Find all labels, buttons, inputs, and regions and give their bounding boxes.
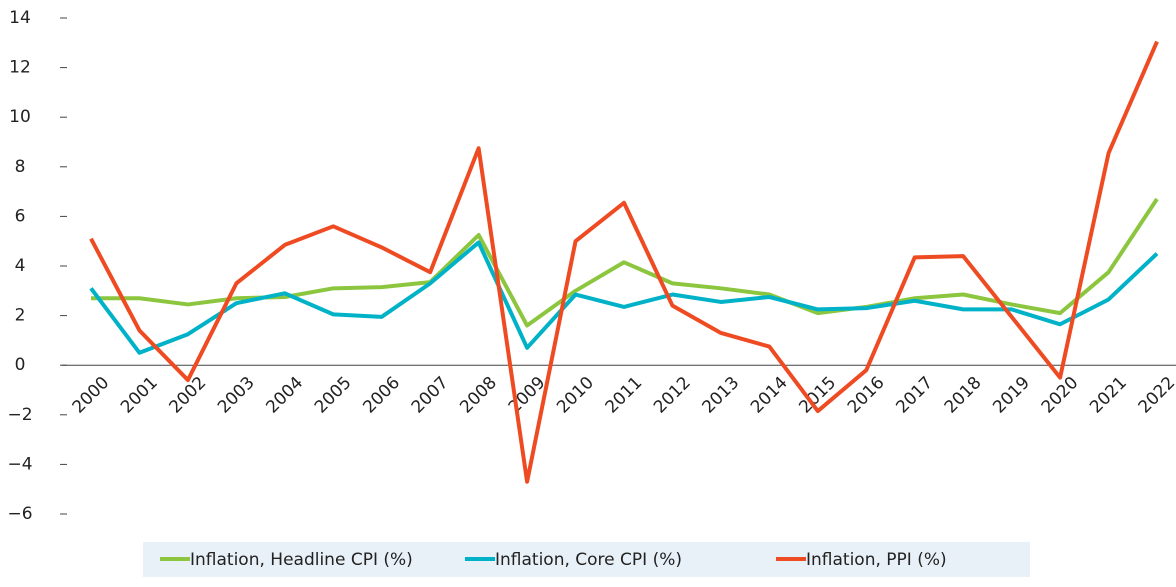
legend-label: Inflation, Headline CPI (%) bbox=[190, 550, 413, 570]
x-tick-label: 2018 bbox=[941, 373, 986, 418]
x-tick-label: 2022 bbox=[1135, 373, 1176, 418]
x-tick-label: 2017 bbox=[892, 373, 937, 418]
series-line bbox=[89, 40, 1159, 484]
x-tick-label: 2016 bbox=[844, 373, 889, 418]
x-tick-label: 2019 bbox=[989, 373, 1034, 418]
y-tick-label: −4 bbox=[7, 454, 32, 474]
series-line bbox=[89, 240, 1159, 355]
x-tick-label: 2008 bbox=[456, 373, 501, 418]
y-tick-label: 4 bbox=[15, 256, 26, 276]
y-tick-label: 2 bbox=[15, 306, 26, 326]
y-tick-label: 14 bbox=[9, 8, 31, 28]
y-tick-label: 0 bbox=[15, 355, 26, 375]
x-tick-label: 2006 bbox=[359, 373, 404, 418]
x-tick-label: 2003 bbox=[214, 373, 259, 418]
y-tick-label: 10 bbox=[9, 107, 31, 127]
x-tick-label: 2010 bbox=[553, 373, 598, 418]
x-tick-label: 2013 bbox=[699, 373, 744, 418]
y-tick-label: 12 bbox=[9, 58, 31, 78]
x-tick-label: 2000 bbox=[69, 373, 114, 418]
x-tick-label: 2001 bbox=[117, 373, 162, 418]
legend-box bbox=[143, 542, 1030, 577]
y-tick-label: −6 bbox=[7, 504, 32, 524]
x-tick-label: 2021 bbox=[1086, 373, 1131, 418]
legend-label: Inflation, PPI (%) bbox=[806, 550, 947, 570]
x-tick-label: 2005 bbox=[311, 373, 356, 418]
x-tick-label: 2004 bbox=[262, 373, 307, 418]
y-tick-label: −2 bbox=[7, 405, 32, 425]
x-tick-label: 2011 bbox=[602, 373, 647, 418]
x-tick-label: 2007 bbox=[408, 373, 453, 418]
y-tick-label: 8 bbox=[15, 157, 26, 177]
x-tick-label: 2014 bbox=[747, 373, 792, 418]
y-tick-label: 6 bbox=[15, 206, 26, 226]
x-tick-label: 2012 bbox=[650, 373, 695, 418]
legend-label: Inflation, Core CPI (%) bbox=[495, 550, 682, 570]
